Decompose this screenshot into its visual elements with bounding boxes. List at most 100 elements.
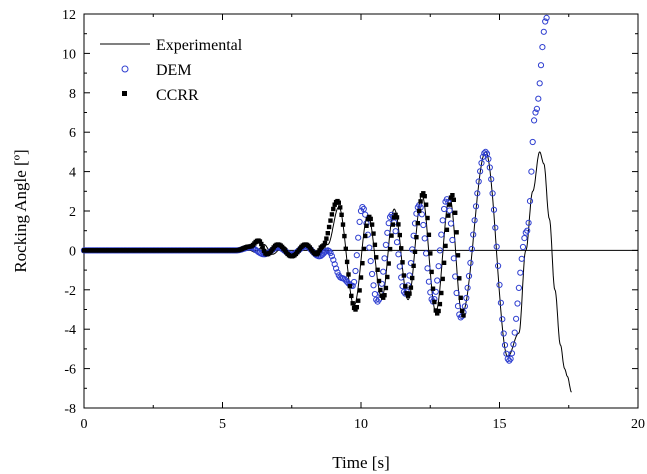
ccrr-point (358, 275, 364, 280)
ccrr-point (432, 299, 437, 305)
ccrr-point (459, 308, 465, 313)
dem-point (334, 269, 341, 276)
dem-point (464, 284, 471, 291)
y-axis-label: Rocking Angle [º] (11, 149, 30, 272)
ccrr-point (396, 222, 401, 227)
ccrr-point (451, 197, 456, 202)
ccrr-point (412, 249, 418, 254)
x-axis-label: Time [s] (332, 453, 389, 472)
ccrr-point (418, 199, 423, 204)
ccrr-point (374, 255, 379, 260)
ccrr-point (441, 260, 447, 265)
experimental-line (84, 151, 572, 393)
ccrr-point (394, 215, 400, 220)
dem-point (504, 355, 511, 362)
dem-point (481, 150, 488, 157)
dem-point (420, 221, 427, 229)
dem-point (366, 244, 373, 251)
ccrr-point (403, 284, 408, 289)
ccrr-point (322, 240, 328, 246)
dem-point (407, 260, 414, 267)
dem-point (393, 239, 401, 246)
ccrr-point (450, 193, 455, 198)
dem-point (381, 255, 388, 262)
ccrr-point (350, 301, 355, 306)
dem-point (392, 228, 399, 235)
dem-point (370, 282, 377, 289)
dem-point (409, 246, 416, 253)
dem-point (434, 277, 441, 284)
dem-point (521, 235, 528, 242)
dem-point (537, 62, 545, 69)
dem-point (524, 227, 531, 234)
ccrr-point (331, 206, 336, 212)
ccrr-point (353, 307, 358, 312)
dem-point (362, 211, 369, 218)
ccrr-point (364, 223, 369, 228)
dem-point (472, 203, 480, 210)
ccrr-point (336, 200, 341, 205)
ccrr-point (414, 235, 419, 240)
dem-point (436, 247, 443, 254)
y-tick-label: -2 (64, 284, 76, 299)
ccrr-point (321, 243, 326, 248)
dem-point (542, 18, 549, 25)
dem-point (497, 299, 504, 306)
dem-point (465, 272, 473, 280)
series-experimental (84, 151, 572, 393)
dem-point (367, 258, 374, 265)
ccrr-point (342, 233, 347, 239)
dem-point (500, 330, 507, 337)
dem-point (450, 255, 457, 262)
ccrr-point (360, 261, 365, 266)
y-tick-label: -8 (64, 402, 76, 417)
dem-point (432, 288, 439, 295)
ccrr-point (428, 251, 433, 256)
y-tick-label: -6 (64, 363, 76, 378)
dem-point (475, 178, 482, 185)
ccrr-point (448, 195, 454, 200)
ccrr-point (457, 276, 462, 281)
dem-point (406, 272, 413, 279)
ccrr-point (317, 248, 322, 253)
ccrr-point (372, 242, 378, 247)
dem-point (501, 342, 509, 349)
ccrr-point (407, 291, 412, 296)
dem-point (378, 280, 385, 287)
y-tick-label: 8 (69, 87, 76, 102)
ccrr-point (422, 194, 427, 199)
ccrr-point (339, 212, 344, 217)
dem-point (454, 303, 462, 310)
dem-point (485, 155, 492, 163)
dem-point (518, 255, 525, 262)
ccrr-point (429, 269, 434, 275)
ccrr-point (389, 233, 394, 238)
dem-point (396, 263, 403, 270)
ccrr-point (385, 274, 390, 280)
dem-point (438, 231, 445, 238)
y-tick-label: 4 (69, 166, 76, 181)
ccrr-point (326, 224, 332, 230)
ccrr-point (257, 239, 263, 244)
dem-point (331, 261, 338, 268)
ccrr-point (340, 222, 346, 227)
ccrr-point (393, 212, 398, 218)
ccrr-point (461, 313, 466, 318)
dem-point (328, 253, 335, 260)
ccrr-point (433, 308, 438, 313)
ccrr-point (375, 267, 380, 272)
dem-point (529, 138, 536, 146)
dem-point (510, 341, 517, 348)
dem-point (478, 159, 485, 167)
dem-point (540, 28, 547, 35)
ccrr-point (357, 288, 362, 293)
dem-point (421, 235, 428, 242)
ccrr-point (435, 311, 440, 316)
dem-point (439, 217, 446, 224)
dem-point (511, 329, 518, 336)
dem-point (486, 164, 493, 171)
dem-point (533, 105, 541, 113)
ccrr-point (447, 202, 452, 207)
ccrr-point (404, 291, 409, 296)
